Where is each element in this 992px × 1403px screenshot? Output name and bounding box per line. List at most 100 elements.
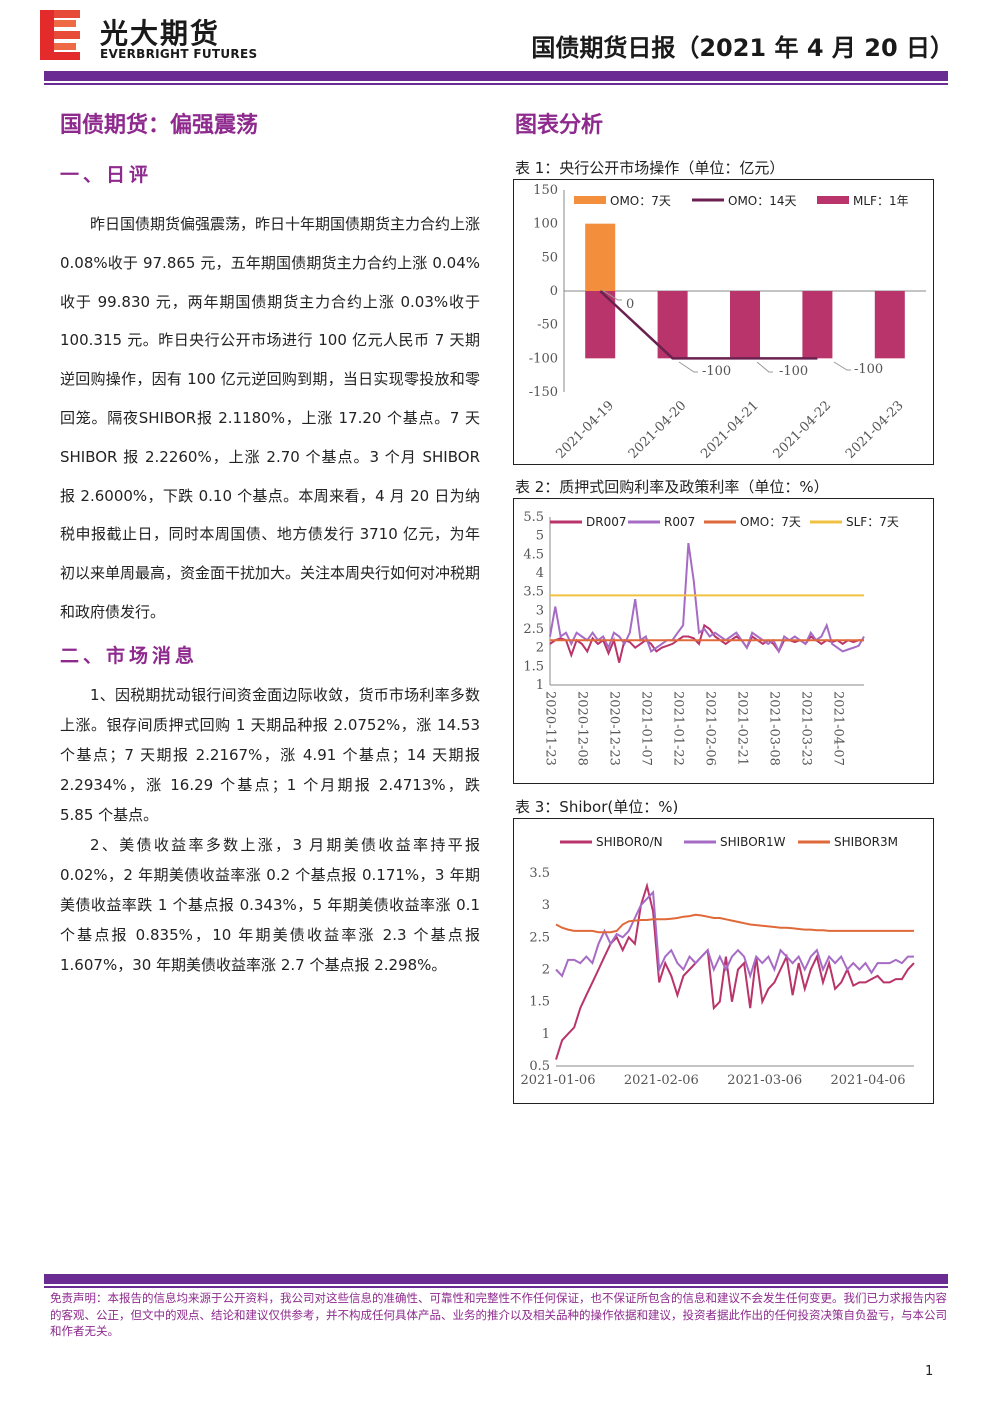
brand-name-cn: 光大期货 [100, 17, 221, 50]
chart1-caption: 表 1：央行公开市场操作（单位：亿元） [515, 159, 785, 177]
bar [585, 291, 616, 359]
x-tick-label: 2021-02-21 [735, 691, 750, 766]
header-rule [44, 71, 948, 81]
x-tick-label: 2021-01-07 [639, 691, 654, 766]
x-tick-label: 2021-03-06 [727, 1073, 802, 1088]
x-tick-label: 2020-11-23 [543, 691, 558, 766]
series-line [555, 882, 915, 1060]
x-tick-label: 2021-04-19 [553, 398, 617, 462]
omo-chart: 150 100 50 0 -50 -100 -150 0 -100 -100 -100 2021-04… [529, 183, 926, 462]
chart2-frame: 5.5 5 4.5 4 3.5 3 2.5 2 1.5 1 2020-11-23 2020-12-08… [513, 498, 934, 784]
series-line [549, 623, 864, 663]
x-tick-label: 2021-02-06 [703, 691, 718, 766]
x-tick-label: 2021-01-06 [521, 1073, 596, 1088]
y-tick-label: 2 [542, 963, 550, 978]
y-tick-label: 100 [533, 217, 558, 232]
header-thin-rule [44, 83, 948, 85]
legend-label: MLF：1年 [853, 194, 909, 208]
series-line [555, 913, 914, 934]
y-tick-label: 0.5 [529, 1059, 550, 1074]
y-tick-label: 5 [536, 529, 544, 544]
y-tick-label: 4 [536, 566, 544, 581]
legend-label: OMO：14天 [728, 194, 797, 208]
news-item: 1、因税期扰动银行间资金面边际收敛，货币市场利率多数上涨。银存间质押式回购 1 … [60, 686, 480, 824]
y-tick-label: -50 [537, 318, 558, 333]
y-tick-label: -100 [529, 351, 558, 366]
legend-label: SHIBOR3M [834, 835, 898, 849]
bar [585, 223, 616, 291]
y-tick-label: 2.5 [529, 930, 550, 945]
section1-title: 一、日评 [60, 164, 153, 186]
data-label: -100 [779, 364, 808, 379]
bar [730, 291, 760, 359]
x-tick-label: 2021-04-20 [626, 398, 690, 462]
series-line [599, 290, 818, 360]
main-title: 国债期货：偏强震荡 [60, 113, 259, 138]
page-number: 1 [925, 1364, 934, 1379]
y-tick-label: 3 [542, 898, 550, 913]
y-tick-label: 2 [536, 641, 544, 656]
annotation-leader [756, 361, 773, 373]
brand-name-en: EVERBRIGHT FUTURES [100, 47, 258, 61]
x-tick-label: 2021-04-21 [698, 398, 762, 462]
chart-section-title: 图表分析 [515, 113, 604, 138]
y-tick-label: 1.5 [523, 659, 544, 674]
chart1-frame: 150 100 50 0 -50 -100 -150 0 -100 -100 -100 2021-04… [513, 179, 934, 465]
bar [874, 291, 905, 359]
y-tick-label: 2.5 [523, 622, 544, 637]
x-tick-label: 2021-04-23 [843, 398, 907, 462]
annotation-leader [601, 289, 622, 301]
legend-label: SLF：7天 [846, 515, 899, 529]
legend-label: SHIBOR0/N [596, 835, 663, 849]
legend-label: OMO：7天 [740, 515, 801, 529]
y-tick-label: 4.5 [523, 547, 544, 562]
y-tick-label: 1 [536, 678, 544, 693]
everbright-logo-icon [40, 10, 80, 60]
news-item: 2、美债收益率多数上涨，3 月期美债收益率持平报 0.02%，2 年期美债收益率… [60, 836, 480, 974]
y-tick-label: 0 [550, 284, 558, 299]
data-label: 0 [626, 297, 634, 312]
y-tick-label: 3.5 [523, 585, 544, 600]
disclaimer-text: 免责声明：本报告的信息均来源于公开资料，我公司对这些信息的准确性、可靠性和完整性… [50, 1291, 947, 1338]
y-tick-label: 1.5 [529, 995, 550, 1010]
legend-swatch [817, 196, 849, 204]
bar [802, 291, 833, 359]
x-tick-label: 2020-12-23 [607, 691, 622, 766]
daily-review-text: 昨日国债期货偏强震荡，昨日十年期国债期货主力合约上涨 0.08%收于 97.86… [60, 215, 481, 621]
data-label: -100 [702, 364, 731, 379]
chart2-caption: 表 2：质押式回购利率及政策利率（单位：%） [515, 478, 829, 496]
y-tick-label: 5.5 [523, 510, 544, 525]
x-tick-label: 2021-03-23 [799, 691, 814, 766]
y-tick-label: 50 [541, 250, 558, 265]
data-label: -100 [854, 362, 883, 377]
y-tick-label: 150 [533, 183, 558, 198]
y-tick-label: 3 [536, 603, 544, 618]
series-line [549, 542, 865, 654]
y-tick-label: -150 [529, 385, 558, 400]
series-line [555, 889, 914, 980]
x-tick-label: 2020-12-08 [575, 691, 590, 766]
legend-label: DR007 [586, 515, 626, 529]
footer-thin-rule [44, 1286, 948, 1288]
legend-label: R007 [664, 515, 695, 529]
chart3-caption: 表 3：Shibor(单位：%) [515, 798, 679, 816]
annotation-leader [678, 361, 698, 373]
legend-label: SHIBOR1W [720, 835, 786, 849]
x-tick-label: 2021-02-06 [624, 1073, 699, 1088]
x-tick-label: 2021-03-08 [767, 691, 782, 766]
report-title: 国债期货日报（2021 年 4 月 20 日） [531, 34, 954, 62]
x-tick-label: 2021-04-07 [831, 691, 846, 766]
x-tick-label: 2021-04-06 [831, 1073, 906, 1088]
annotation-leader [833, 361, 851, 371]
x-tick-label: 2021-01-22 [671, 691, 686, 766]
y-tick-label: 3.5 [529, 866, 550, 881]
section2-title: 二、市场消息 [60, 645, 199, 667]
bar [657, 291, 688, 359]
y-tick-label: 1 [542, 1027, 550, 1042]
footer-rule [44, 1274, 948, 1284]
x-tick-label: 2021-04-22 [771, 398, 835, 462]
legend-label: OMO：7天 [610, 194, 671, 208]
chart3-frame: 3.5 3 2.5 2 1.5 1 0.5 2021-01-06 2021-02-06 2021-… [513, 818, 934, 1104]
